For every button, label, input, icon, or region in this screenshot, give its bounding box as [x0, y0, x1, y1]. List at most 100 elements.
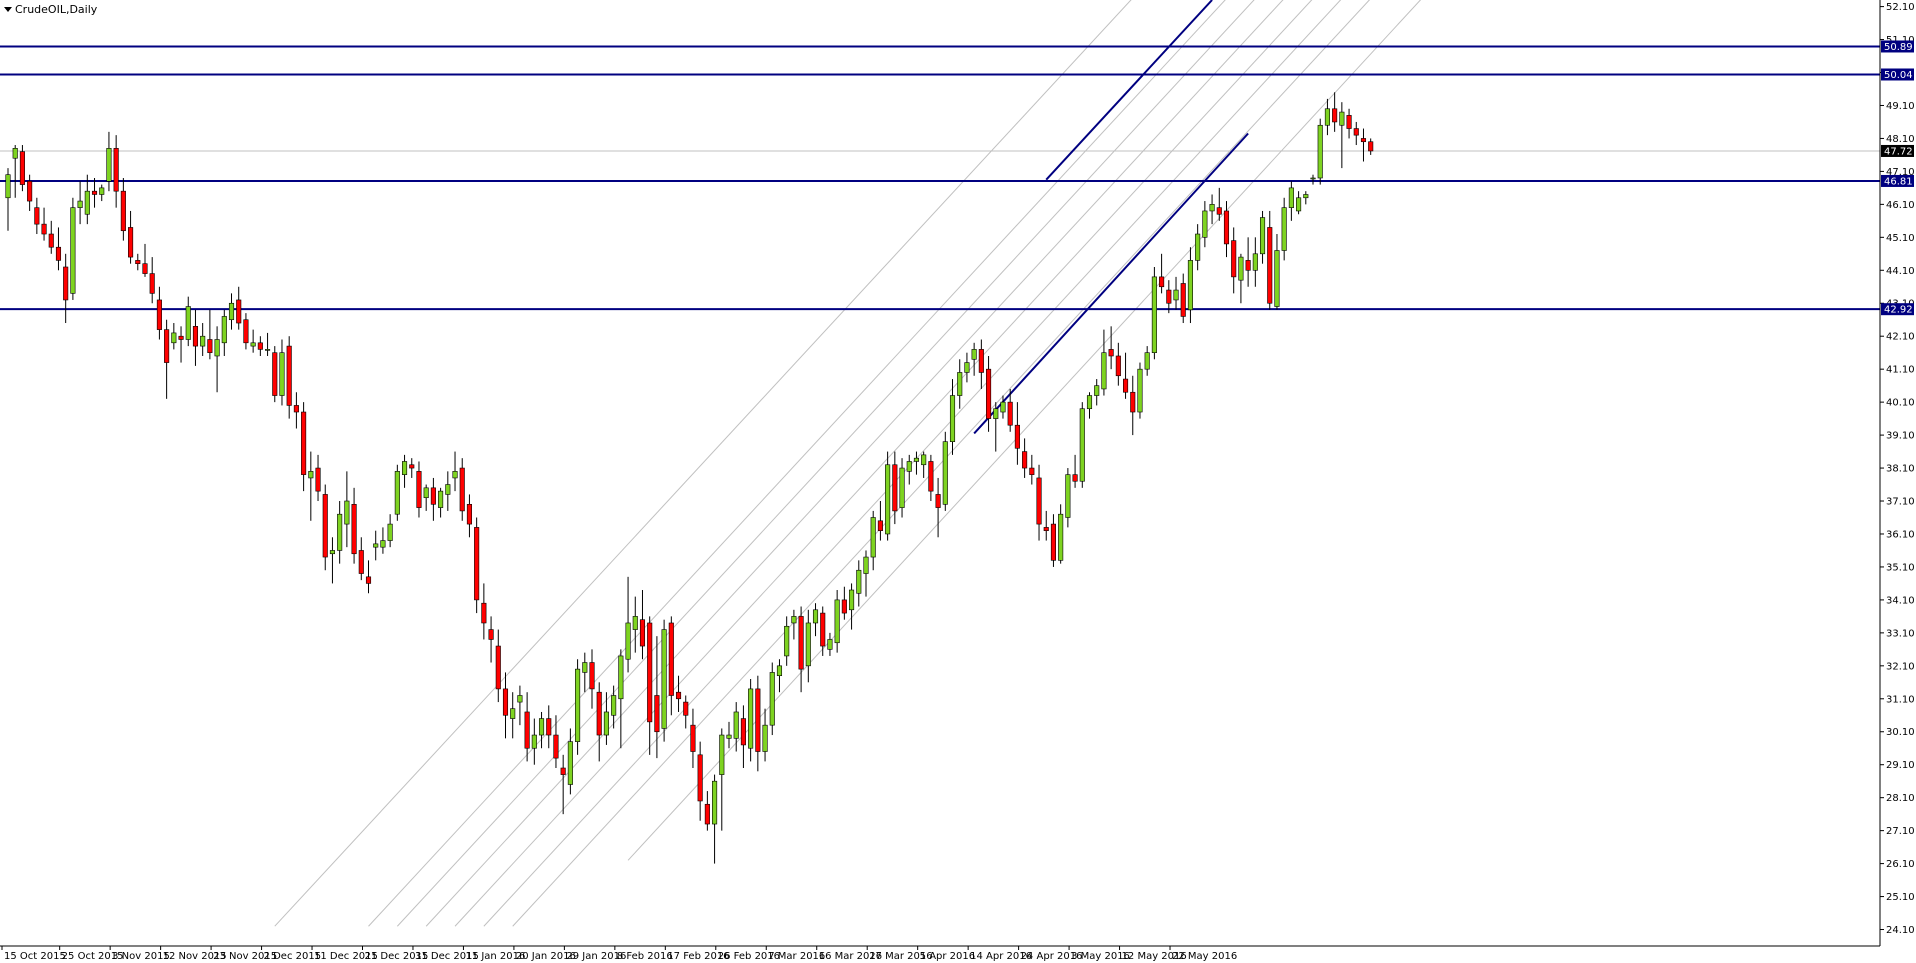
candle-106 — [769, 662, 775, 736]
candle-body — [712, 780, 718, 825]
candle-body — [575, 668, 581, 742]
level-label-3: 42.92 — [1881, 303, 1914, 316]
candle-body — [510, 708, 516, 719]
candle-body — [582, 662, 588, 673]
candle-54 — [394, 464, 400, 521]
candle-15 — [113, 135, 119, 208]
candle-25 — [185, 296, 191, 347]
candle-body — [1353, 128, 1359, 136]
y-tick-label-28: 24.10 — [1886, 925, 1915, 936]
candle-body — [812, 609, 819, 624]
candle-70 — [510, 692, 516, 739]
candle-153 — [1108, 326, 1114, 370]
candle-129 — [935, 477, 941, 538]
candle-body — [1166, 289, 1172, 304]
candle-85 — [618, 649, 624, 749]
candle-body — [863, 556, 869, 574]
candle-body — [1223, 210, 1230, 245]
candle-body — [834, 599, 840, 644]
x-tick-label-21: 3 May 2016 — [1071, 951, 1130, 962]
candle-body — [178, 335, 184, 340]
candle-body — [149, 273, 155, 294]
candle-body — [1187, 260, 1193, 311]
level-label-3-box — [1881, 303, 1914, 316]
candle-0 — [5, 168, 11, 231]
candle-168 — [1216, 187, 1222, 221]
candle-74 — [538, 711, 545, 749]
dropdown-triangle-icon[interactable] — [4, 7, 12, 12]
candle-body — [553, 734, 559, 759]
x-tick-label-16: 16 Mar 2016 — [819, 951, 882, 962]
candle-176 — [1274, 234, 1280, 310]
candle-34 — [250, 329, 256, 353]
y-tick-label-20: 32.10 — [1886, 661, 1915, 672]
candle-117 — [849, 583, 855, 630]
y-tick-label-4: 48.10 — [1886, 134, 1915, 145]
chart-title: CrudeOIL,Daily — [15, 3, 98, 16]
candle-12 — [91, 177, 98, 208]
candle-171 — [1238, 253, 1244, 304]
candle-body — [928, 461, 934, 492]
candle-83 — [603, 692, 609, 745]
candle-body — [329, 550, 336, 555]
candle-body — [1209, 204, 1215, 212]
y-tick-label-26: 26.10 — [1886, 859, 1915, 870]
candle-body — [34, 207, 40, 225]
chart-title-bar[interactable]: CrudeOIL,Daily — [4, 3, 97, 16]
candle-118 — [856, 560, 862, 607]
candle-body — [784, 625, 790, 657]
candle-body — [1022, 451, 1028, 469]
candle-body — [935, 494, 941, 508]
candle-40 — [293, 392, 299, 429]
candle-151 — [1094, 379, 1100, 406]
candle-body — [207, 339, 213, 353]
candle-121 — [877, 501, 883, 541]
candle-57 — [416, 461, 422, 518]
x-tick-label-11: 29 Jan 2016 — [566, 951, 626, 962]
channel-upper-line — [1045, 0, 1213, 181]
candle-122 — [885, 451, 891, 541]
candle-body — [171, 332, 177, 344]
candle-body — [1086, 395, 1093, 410]
candle-123 — [892, 451, 898, 525]
y-tick-label-11: 41.10 — [1886, 365, 1915, 376]
candle-59 — [430, 477, 436, 521]
y-tick-label-14: 38.10 — [1886, 464, 1915, 475]
candle-body — [315, 467, 321, 492]
x-tick-label-12: 8 Feb 2016 — [617, 951, 673, 962]
candle-body — [77, 200, 83, 208]
x-tick-label-0: 15 Oct 2015 — [4, 951, 66, 962]
candle-body — [466, 504, 472, 525]
candle-184 — [1332, 92, 1338, 132]
candle-body — [603, 711, 609, 736]
candle-41 — [301, 402, 307, 492]
candle-body — [228, 302, 235, 321]
candlesticks — [5, 92, 1374, 864]
candle-104 — [755, 675, 761, 772]
y-tick-label-13: 39.10 — [1886, 431, 1915, 442]
candle-79 — [575, 659, 581, 755]
candle-body — [1014, 424, 1020, 449]
candle-body — [257, 342, 263, 350]
x-tick-label-5: 2 Dec 2015 — [264, 951, 322, 962]
candle-39 — [286, 336, 292, 419]
fan-line-4 — [454, 0, 1313, 927]
candle-body — [128, 227, 134, 258]
candle-132 — [957, 359, 963, 409]
candle-body — [48, 233, 54, 248]
candle-46 — [337, 501, 343, 564]
candle-163 — [1180, 273, 1186, 324]
candle-body — [596, 691, 602, 736]
candle-body — [1137, 368, 1143, 413]
candle-96 — [697, 741, 703, 821]
candle-138 — [1000, 395, 1006, 419]
level-label-2: 46.81 — [1881, 174, 1914, 187]
level-label-2-text: 46.81 — [1884, 176, 1913, 187]
candle-172 — [1245, 237, 1251, 287]
candle-38 — [279, 339, 285, 406]
candle-102 — [740, 705, 746, 769]
candle-167 — [1209, 194, 1215, 225]
level-label-1-box — [1881, 68, 1914, 81]
candle-82 — [596, 682, 602, 762]
